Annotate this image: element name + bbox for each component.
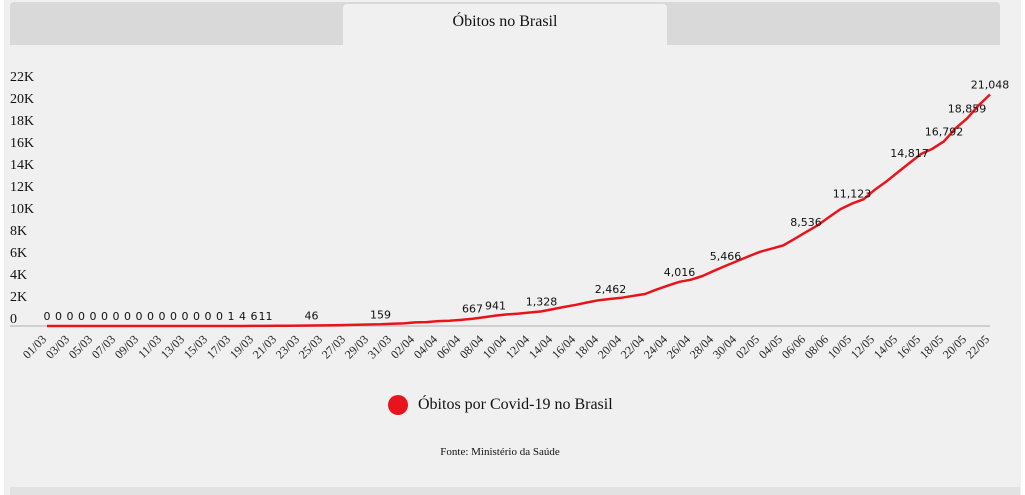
x-tick-label: 08/06: [802, 332, 831, 361]
x-tick-label: 15/03: [181, 332, 210, 361]
data-label: 21,048: [971, 78, 1010, 91]
data-label: 0: [170, 310, 177, 323]
x-tick-label: 12/05: [848, 332, 877, 361]
x-tick-label: 22/04: [618, 332, 647, 361]
x-tick-label: 14/05: [871, 332, 900, 361]
data-label: 0: [90, 310, 97, 323]
x-tick-label: 03/03: [43, 332, 72, 361]
x-tick-label: 31/03: [365, 332, 394, 361]
data-label: 11,123: [833, 188, 872, 201]
data-label: 0: [159, 310, 166, 323]
x-tick-label: 14/04: [526, 332, 555, 361]
data-label: 1: [228, 310, 235, 323]
data-label: 0: [193, 310, 200, 323]
x-tick-label: 26/04: [664, 332, 693, 361]
x-tick-label: 16/04: [549, 332, 578, 361]
x-tick-label: 09/03: [112, 332, 141, 361]
x-tick-label: 23/03: [273, 332, 302, 361]
y-tick-label: 0: [10, 312, 17, 327]
x-tick-label: 08/04: [457, 332, 486, 361]
legend-dot-icon: [388, 395, 408, 415]
y-tick-label: 18K: [10, 114, 34, 129]
data-label: 0: [55, 310, 62, 323]
data-label: 0: [216, 310, 223, 323]
data-label: 1,328: [526, 295, 558, 308]
y-tick-label: 14K: [10, 158, 34, 173]
data-label: 8,536: [790, 216, 822, 229]
data-label: 0: [113, 310, 120, 323]
x-tick-label: 17/03: [204, 332, 233, 361]
x-tick-label: 18/04: [572, 332, 601, 361]
data-label: 0: [147, 310, 154, 323]
x-tick-label: 24/04: [641, 332, 670, 361]
x-tick-label: 02/05: [733, 332, 762, 361]
x-tick-label: 05/03: [66, 332, 95, 361]
data-label: 159: [370, 308, 391, 321]
data-label: 2,462: [595, 283, 627, 296]
data-label: 667: [462, 303, 483, 316]
x-tick-label: 16/05: [894, 332, 923, 361]
x-tick-label: 20/05: [940, 332, 969, 361]
y-tick-label: 10K: [10, 202, 34, 217]
data-label: 4,016: [664, 266, 696, 279]
bottom-strip: [10, 487, 1020, 495]
y-tick-label: 20K: [10, 92, 34, 107]
data-label: 5,466: [710, 250, 742, 263]
x-tick-label: 02/04: [388, 332, 417, 361]
data-label: 16,792: [925, 125, 964, 138]
x-tick-label: 20/04: [595, 332, 624, 361]
y-tick-label: 8K: [10, 224, 27, 239]
x-tick-label: 30/04: [710, 332, 739, 361]
series-line-obitos: [47, 93, 991, 328]
x-tick-label: 28/04: [687, 332, 716, 361]
data-label: 0: [67, 310, 74, 323]
x-tick-label: 13/03: [158, 332, 187, 361]
x-tick-label: 25/03: [296, 332, 325, 361]
y-tick-label: 12K: [10, 180, 34, 195]
data-label: 0: [44, 310, 51, 323]
data-label: 18,859: [948, 103, 987, 116]
data-label: 6: [251, 310, 258, 323]
x-tick-label: 12/04: [503, 332, 532, 361]
legend[interactable]: Óbitos por Covid-19 no Brasil: [388, 395, 613, 415]
data-label: 14,817: [890, 147, 929, 160]
y-tick-label: 4K: [10, 268, 27, 283]
y-tick-label: 6K: [10, 246, 27, 261]
data-label: 4: [239, 310, 246, 323]
x-tick-label: 27/03: [319, 332, 348, 361]
data-label: 46: [305, 309, 319, 322]
x-tick-label: 18/05: [917, 332, 946, 361]
x-tick-label: 11/03: [135, 332, 164, 361]
data-label: 0: [124, 310, 131, 323]
tab-obitos-no-brasil[interactable]: Óbitos no Brasil: [343, 4, 667, 46]
chart-panel: [4, 0, 1021, 495]
data-label: 0: [136, 310, 143, 323]
x-tick-label: 21/03: [250, 332, 279, 361]
x-tick-label: 06/06: [779, 332, 808, 361]
y-tick-label: 2K: [10, 290, 27, 305]
data-label: 941: [485, 300, 506, 313]
x-tick-label: 29/03: [342, 332, 371, 361]
legend-label: Óbitos por Covid-19 no Brasil: [418, 396, 613, 413]
x-tick-label: 06/04: [434, 332, 463, 361]
x-tick-label: 07/03: [89, 332, 118, 361]
data-label: 11: [259, 310, 273, 323]
x-tick-label: 10/05: [825, 332, 854, 361]
data-label: 0: [78, 310, 85, 323]
data-label: 0: [101, 310, 108, 323]
data-label: 0: [205, 310, 212, 323]
data-label: 0: [182, 310, 189, 323]
y-tick-label: 16K: [10, 136, 34, 151]
x-tick-label: 22/05: [963, 332, 992, 361]
x-tick-label: 04/05: [756, 332, 785, 361]
source-note: Fonte: Ministério da Saúde: [440, 446, 560, 458]
x-tick-label: 04/04: [411, 332, 440, 361]
x-tick-label: 10/04: [480, 332, 509, 361]
x-tick-label: 19/03: [227, 332, 256, 361]
y-tick-label: 22K: [10, 70, 34, 85]
x-tick-label: 01/03: [20, 332, 49, 361]
